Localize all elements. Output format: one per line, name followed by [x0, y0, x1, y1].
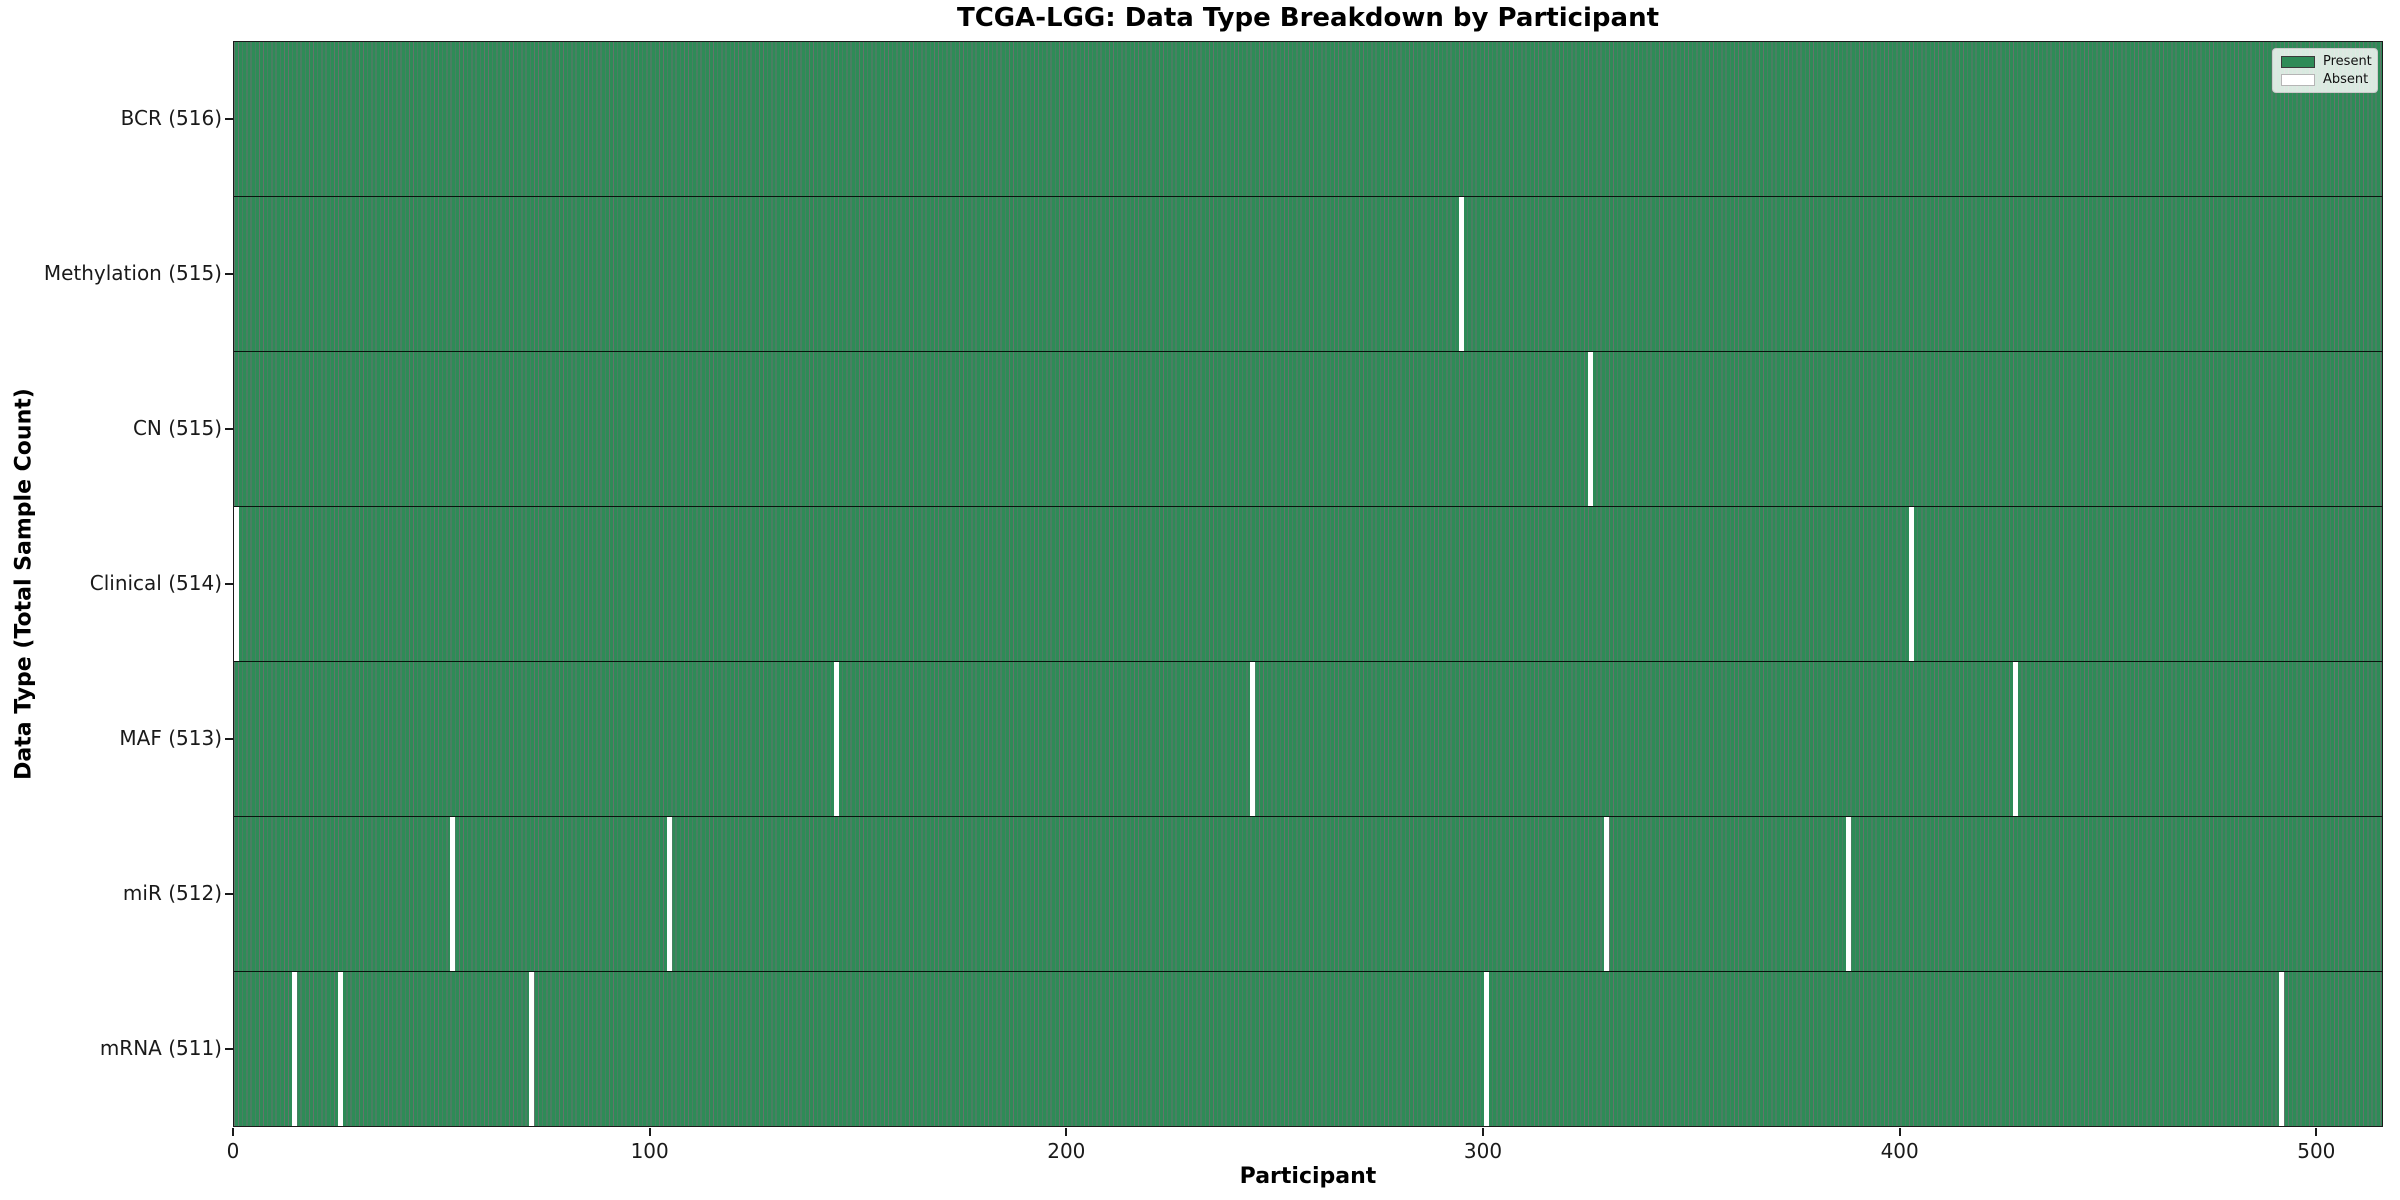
absent-marker: [234, 507, 239, 661]
absent-marker: [291, 972, 297, 1126]
x-tick-label-400: 400: [1880, 1139, 1919, 1163]
x-tick-label-500: 500: [2297, 1139, 2336, 1163]
y-tick-label-mrna: mRNA (511): [99, 1036, 222, 1061]
y-tick-label-bcr: BCR (516): [120, 105, 222, 130]
absent-marker: [1587, 352, 1593, 506]
absent-marker: [1250, 662, 1256, 816]
absent-marker: [666, 817, 672, 971]
y-tick-mark: [225, 893, 233, 896]
y-tick-mark: [225, 117, 233, 120]
x-tick-label-200: 200: [1047, 1139, 1086, 1163]
legend-label-present: Present: [2323, 54, 2372, 69]
heatmap-row-mir: [234, 816, 2382, 971]
present-swatch-icon: [2281, 55, 2315, 68]
x-axis-label: Participant: [1239, 1164, 1377, 1189]
absent-marker: [1604, 817, 1610, 971]
absent-marker: [1908, 507, 1914, 661]
legend-entry-present: Present: [2281, 54, 2372, 69]
absent-marker: [1483, 972, 1489, 1126]
heatmap-row-bcr: [234, 42, 2382, 196]
x-tick-mark: [2315, 1128, 2318, 1136]
heatmap-row-clinical: [234, 506, 2382, 661]
chart-title: TCGA-LGG: Data Type Breakdown by Partici…: [956, 3, 1660, 33]
x-tick-mark: [1898, 1128, 1901, 1136]
x-tick-mark: [1482, 1128, 1484, 1136]
absent-marker: [450, 817, 456, 971]
y-tick-label-methylation: Methylation (515): [43, 260, 222, 285]
absent-marker: [1458, 197, 1464, 351]
x-tick-mark: [232, 1128, 234, 1136]
x-tick-label-300: 300: [1463, 1139, 1503, 1163]
y-tick-mark: [225, 1048, 233, 1051]
y-tick-mark: [225, 427, 233, 430]
legend-label-absent: Absent: [2323, 72, 2369, 87]
x-tick-label-100: 100: [630, 1139, 669, 1163]
absent-marker: [1846, 817, 1852, 971]
x-tick-mark: [648, 1128, 651, 1136]
plot-area: [233, 41, 2383, 1127]
absent-marker: [529, 972, 535, 1126]
y-tick-mark: [225, 738, 233, 741]
heatmap-row-mrna: [234, 971, 2382, 1126]
heatmap-row-maf: [234, 661, 2382, 816]
absent-marker: [833, 662, 839, 816]
heatmap-row-cn: [234, 351, 2382, 506]
absent-marker: [2012, 662, 2018, 816]
y-tick-label-clinical: Clinical (514): [89, 571, 222, 595]
y-tick-label-mir: miR (512): [122, 881, 222, 906]
y-tick-mark: [225, 272, 233, 275]
y-tick-label-cn: CN (515): [132, 415, 222, 440]
y-tick-mark: [225, 583, 233, 585]
legend-entry-absent: Absent: [2281, 73, 2369, 86]
x-tick-mark: [1065, 1128, 1068, 1136]
x-tick-label-0: 0: [226, 1139, 240, 1163]
absent-marker: [337, 972, 343, 1126]
legend: Present Absent: [2272, 48, 2378, 93]
absent-marker: [2279, 972, 2285, 1126]
absent-swatch-icon: [2281, 73, 2315, 86]
heatmap-row-methylation: [234, 196, 2382, 351]
y-tick-label-maf: MAF (513): [119, 726, 222, 751]
